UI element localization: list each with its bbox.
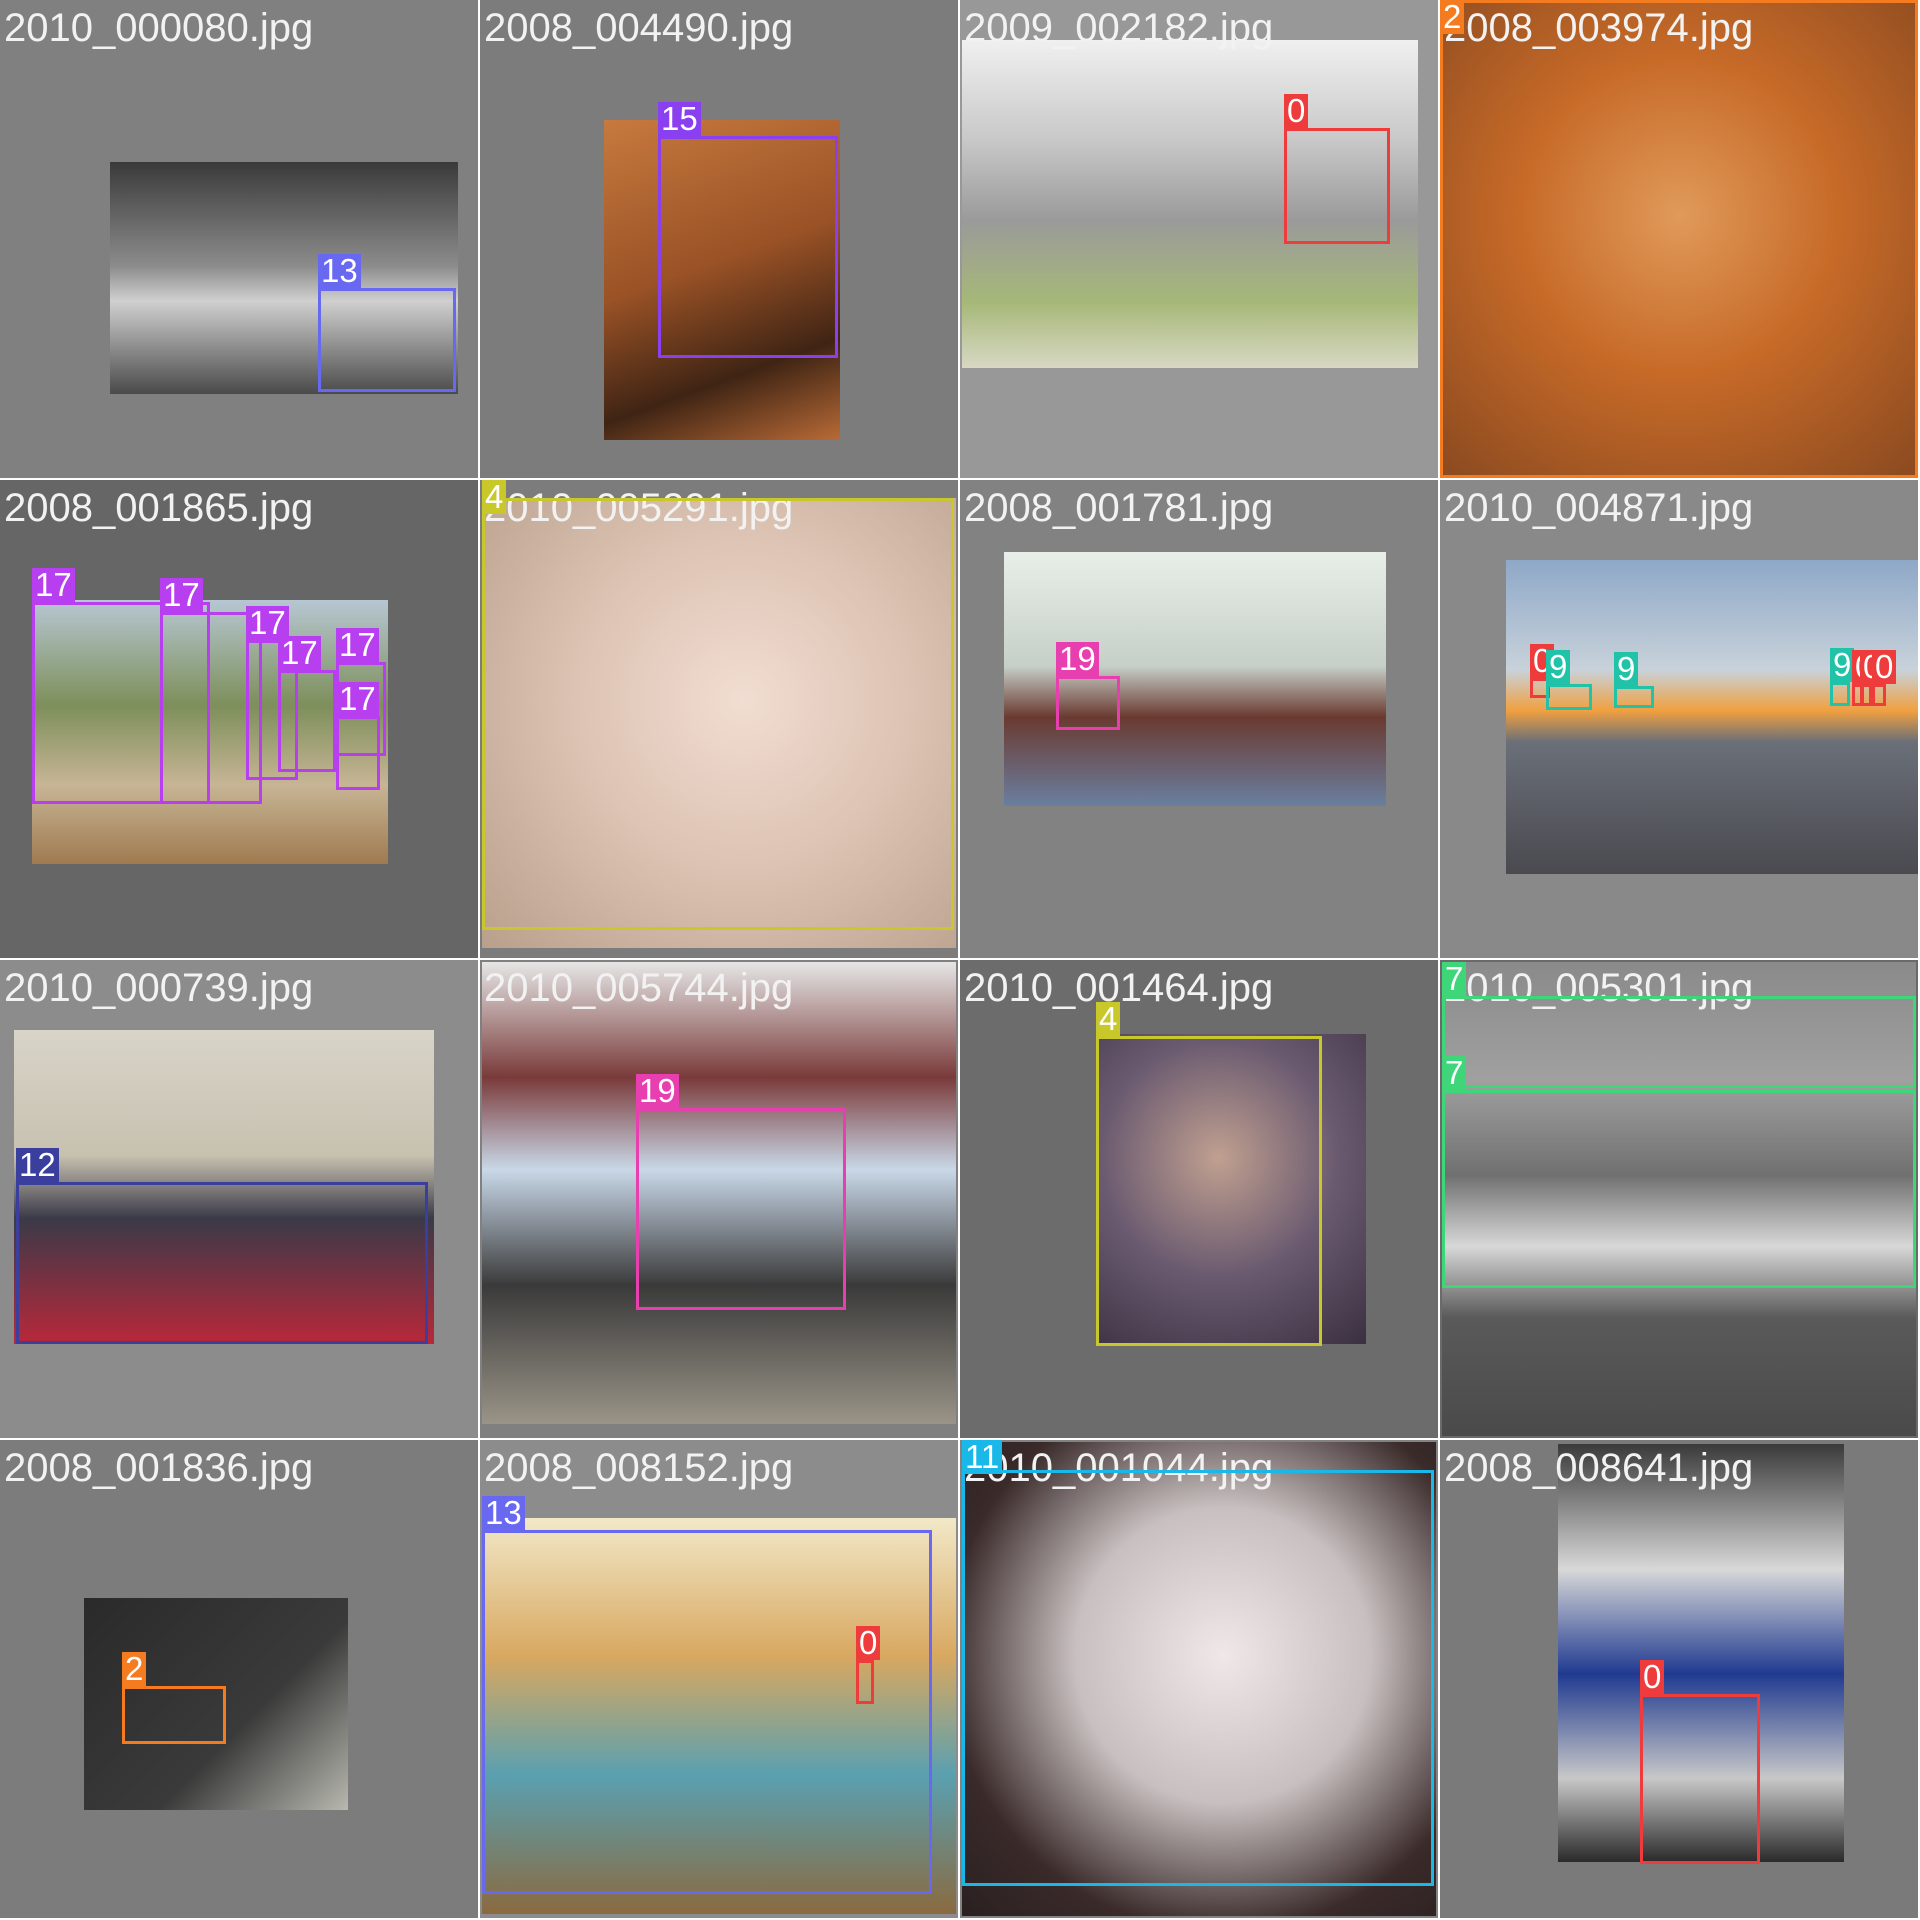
bounding-box [1640, 1694, 1760, 1864]
class-label: 0 [856, 1626, 881, 1660]
tile-filename: 2008_008641.jpg [1444, 1446, 1754, 1490]
tile-photo [1506, 560, 1918, 874]
tile-photo [110, 162, 458, 394]
tile-filename: 2010_000739.jpg [4, 966, 314, 1010]
mosaic-tile: 2010_005744.jpg 19 [480, 960, 958, 1438]
mosaic-tile: 2008_001865.jpg 17 17 17 17 17 17 [0, 480, 478, 958]
tile-filename: 2010_005744.jpg [484, 966, 794, 1010]
bounding-box [278, 670, 336, 772]
class-label: 9 [1546, 650, 1571, 684]
class-label: 11 [962, 1440, 1003, 1474]
tile-filename: 2008_001781.jpg [964, 486, 1274, 530]
bounding-box [636, 1108, 846, 1310]
mosaic-tile: 2008_004490.jpg 15 [480, 0, 958, 478]
mosaic-tile: 2008_001836.jpg 2 [0, 1440, 478, 1918]
mosaic-tile: 2009_002182.jpg 0 [960, 0, 1438, 478]
tile-photo [32, 600, 388, 864]
class-label: 7 [1442, 962, 1467, 996]
bounding-box [32, 602, 210, 804]
bounding-box [658, 136, 838, 358]
tile-photo [14, 1030, 434, 1344]
class-label: 13 [318, 254, 361, 288]
tile-filename: 2008_008152.jpg [484, 1446, 794, 1490]
class-label: 13 [482, 1496, 525, 1530]
class-label: 17 [160, 578, 203, 612]
mosaic-tile: 2010_000739.jpg 12 [0, 960, 478, 1438]
tile-photo [604, 120, 840, 440]
bounding-box [1442, 996, 1916, 1088]
bounding-box [16, 1182, 428, 1344]
bounding-box [482, 498, 954, 930]
mosaic-tile: 2010_005291.jpg 4 [480, 480, 958, 958]
class-label: 15 [658, 102, 701, 136]
tile-photo [1004, 552, 1386, 806]
class-label: 4 [482, 480, 507, 514]
bounding-box [318, 288, 456, 392]
bounding-box [1860, 684, 1872, 706]
tile-filename: 2010_001044.jpg [964, 1446, 1274, 1490]
class-label: 17 [336, 682, 379, 716]
class-label: 19 [636, 1074, 679, 1108]
bounding-box [1872, 684, 1886, 706]
tile-filename: 2010_005291.jpg [484, 486, 794, 530]
class-label: 19 [1056, 642, 1099, 676]
tile-photo [1442, 962, 1916, 1436]
tile-photo [1442, 2, 1916, 476]
mosaic-tile: 2010_004871.jpg0999000 [1440, 480, 1918, 958]
class-label: 0 [1872, 650, 1897, 684]
tile-photo [1558, 1444, 1844, 1862]
mosaic-tile: 2010_001044.jpg 11 [960, 1440, 1438, 1918]
bounding-box [1284, 128, 1390, 244]
class-label: 2 [122, 1652, 147, 1686]
mosaic-tile: 2008_008641.jpg 0 [1440, 1440, 1918, 1918]
bounding-box [1614, 686, 1654, 708]
bounding-box [1056, 676, 1120, 730]
class-label: 12 [16, 1148, 59, 1182]
tile-filename: 2010_004871.jpg [1444, 486, 1754, 530]
tile-photo [482, 498, 956, 948]
tile-filename: 2009_002182.jpg [964, 6, 1274, 50]
class-label: 9 [1614, 652, 1639, 686]
tile-photo [962, 40, 1418, 368]
bounding-box [1440, 0, 1918, 478]
class-label: 4 [1096, 1002, 1121, 1036]
class-label: 17 [32, 568, 75, 602]
bounding-box [1546, 684, 1592, 710]
mosaic-tile: 2010_005301.jpg 7 7 [1440, 960, 1918, 1438]
tile-filename: 2010_000080.jpg [4, 6, 314, 50]
tile-photo [482, 962, 956, 1424]
bounding-box [1096, 1036, 1322, 1346]
tile-filename: 2008_001865.jpg [4, 486, 314, 530]
bounding-box [1442, 1090, 1916, 1288]
mosaic-tile: 2008_008152.jpg 13 0 [480, 1440, 958, 1918]
tile-filename: 2008_004490.jpg [484, 6, 794, 50]
bounding-box [160, 612, 262, 804]
class-label: 17 [246, 606, 289, 640]
tile-photo [84, 1598, 348, 1810]
bounding-box [962, 1470, 1434, 1886]
bounding-box [336, 716, 380, 790]
tile-photo [482, 1518, 956, 1914]
tile-filename: 2008_003974.jpg [1444, 6, 1754, 50]
mosaic-tile: 2008_003974.jpg 2 [1440, 0, 1918, 478]
class-label: 7 [1442, 1056, 1467, 1090]
tile-photo [962, 1442, 1436, 1916]
bounding-box [246, 640, 298, 780]
class-label: 9 [1830, 648, 1855, 682]
bounding-box [856, 1660, 874, 1704]
tile-filename: 2008_001836.jpg [4, 1446, 314, 1490]
bounding-box [482, 1530, 932, 1894]
bounding-box [1830, 682, 1850, 706]
mosaic-tile: 2008_001781.jpg 19 [960, 480, 1438, 958]
bounding-box [122, 1686, 226, 1744]
class-label: 17 [278, 636, 321, 670]
class-label: 0 [1284, 94, 1309, 128]
class-label: 2 [1440, 0, 1465, 34]
mosaic-tile: 2010_001464.jpg 4 [960, 960, 1438, 1438]
mosaic-tile: 2010_000080.jpg 13 [0, 0, 478, 478]
class-label: 17 [336, 628, 379, 662]
tile-filename: 2010_005301.jpg [1444, 966, 1754, 1010]
class-label: 0 [1640, 1660, 1665, 1694]
